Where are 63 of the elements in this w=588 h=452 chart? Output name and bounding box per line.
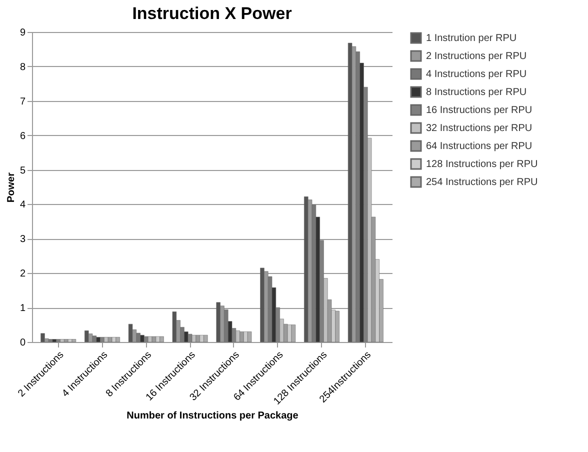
bar — [152, 336, 156, 342]
y-tick-label: 3 — [20, 234, 26, 246]
y-tick-label: 7 — [20, 96, 26, 108]
legend-label: 254 Instructions per RPU — [426, 177, 538, 188]
bar — [112, 337, 116, 342]
bar — [72, 339, 76, 342]
bar — [236, 330, 240, 342]
bar — [200, 334, 204, 342]
bar — [108, 337, 112, 342]
bar — [52, 339, 57, 342]
legend-label: 32 Instructions per RPU — [426, 123, 532, 134]
bar — [352, 46, 356, 342]
bar — [40, 333, 45, 342]
bar — [92, 336, 97, 342]
legend-label: 2 Instructions per RPU — [426, 51, 527, 62]
bar — [96, 337, 100, 342]
chart-title: Instruction X Power — [132, 4, 292, 23]
legend-label: 128 Instructions per RPU — [426, 159, 538, 170]
bar — [140, 334, 144, 342]
bar — [68, 339, 72, 342]
bar — [160, 336, 164, 342]
x-axis-title: Number of Instructions per Package — [126, 410, 299, 422]
bar — [128, 324, 133, 342]
y-tick-label: 4 — [20, 200, 26, 211]
bar — [291, 324, 296, 342]
y-tick-label: 2 — [20, 268, 26, 280]
legend-label: 64 Instructions per RPU — [426, 141, 532, 152]
bar — [116, 337, 120, 342]
bar — [335, 310, 340, 342]
legend-label: 4 Instructions per RPU — [426, 69, 527, 80]
y-tick-label: 5 — [20, 165, 26, 176]
bar — [88, 334, 93, 342]
bar — [104, 337, 108, 342]
bar — [60, 339, 64, 342]
bar — [224, 309, 228, 342]
y-axis-title: Power — [6, 172, 17, 203]
bar — [204, 334, 208, 342]
bar — [172, 312, 177, 342]
bar — [216, 302, 220, 342]
bar — [56, 339, 60, 342]
y-tick-label: 6 — [20, 130, 26, 142]
bar — [144, 336, 148, 342]
bar — [247, 332, 252, 342]
bar — [244, 332, 248, 342]
y-tick-label: 0 — [20, 338, 26, 348]
legend-label: 1 Instrution per RPU — [426, 33, 517, 44]
legend-label: 16 Instructions per RPU — [426, 105, 532, 116]
bar — [196, 334, 200, 342]
bar — [192, 334, 196, 342]
bar — [84, 330, 89, 342]
legend-label: 8 Instructions per RPU — [426, 87, 527, 98]
y-tick-label: 9 — [20, 28, 26, 38]
bar — [260, 268, 264, 342]
bar — [156, 336, 160, 342]
y-tick-label: 8 — [20, 62, 26, 73]
bar — [100, 337, 104, 342]
bar — [148, 336, 152, 342]
y-tick-label: 1 — [20, 303, 26, 314]
bar — [64, 339, 68, 342]
bar — [136, 332, 140, 342]
bar — [304, 196, 308, 342]
bar — [48, 339, 53, 342]
bar — [240, 332, 244, 342]
